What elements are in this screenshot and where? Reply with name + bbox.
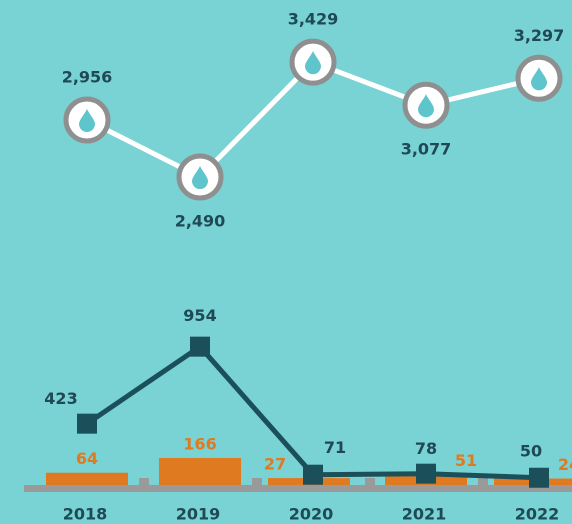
separators: [139, 478, 488, 488]
line-label: 954: [183, 306, 216, 325]
drop-marker: [63, 96, 111, 144]
value-label: 3,429: [288, 10, 339, 29]
drop-marker: [402, 81, 450, 129]
square-marker: [303, 464, 323, 485]
drop-icon: [531, 67, 547, 91]
bar-label: 51: [455, 451, 477, 470]
x-tick-label: 2022: [515, 505, 560, 524]
x-tick-label: 2021: [402, 505, 447, 524]
line-label: 50: [520, 441, 542, 460]
bar: [46, 472, 128, 485]
drop-icon: [79, 109, 95, 133]
bar: [159, 457, 241, 485]
x-tick-label: 2018: [63, 505, 108, 524]
bar-label: 166: [183, 434, 216, 453]
baseline: [24, 485, 572, 492]
line-label: 71: [324, 438, 346, 457]
square-marker: [190, 336, 210, 357]
drop-marker: [176, 153, 224, 201]
drop-icon: [418, 94, 434, 118]
bar-label: 27: [264, 455, 286, 474]
value-label: 3,297: [514, 26, 565, 45]
bar-label: 24: [558, 455, 572, 474]
square-marker: [529, 467, 549, 488]
value-label: 2,956: [62, 68, 113, 87]
drop-marker: [289, 38, 337, 86]
line-label: 78: [415, 439, 437, 458]
value-label: 2,490: [175, 212, 226, 231]
value-label: 3,077: [401, 140, 452, 159]
x-tick-label: 2019: [176, 505, 221, 524]
x-tick-label: 2020: [289, 505, 334, 524]
bar-label: 64: [76, 449, 98, 468]
square-marker: [77, 413, 97, 434]
drop-marker: [515, 54, 563, 102]
drop-icon: [305, 51, 321, 75]
square-marker: [416, 463, 436, 484]
line-label: 423: [44, 389, 77, 408]
drop-icon: [192, 166, 208, 190]
